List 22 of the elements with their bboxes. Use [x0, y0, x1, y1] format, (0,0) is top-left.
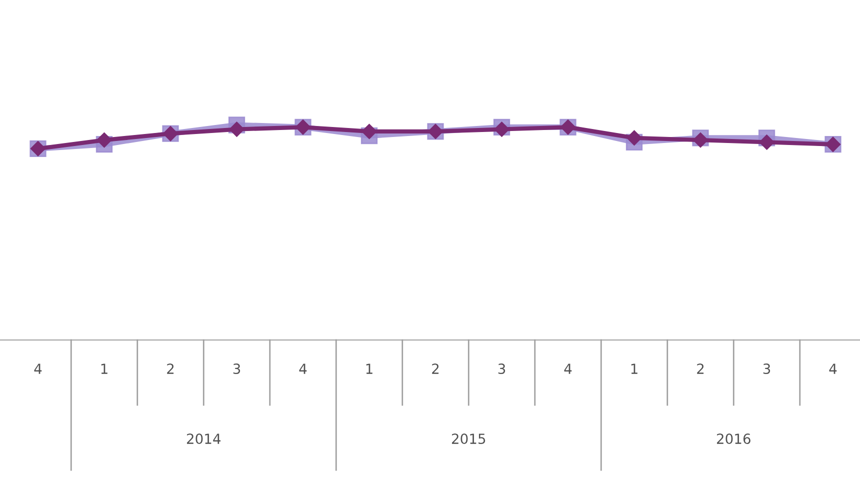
text: 2016	[716, 434, 750, 444]
point	[759, 134, 774, 150]
point	[229, 122, 244, 137]
x-tick-label: 3	[763, 364, 770, 374]
x-tick-label: 3	[498, 364, 506, 374]
x-tick-label: 1	[101, 364, 108, 374]
text: 2015	[452, 434, 486, 444]
x-tick-label: 4	[829, 364, 837, 374]
x-tick-label: 2	[697, 364, 704, 374]
x-tick-label: 1	[631, 364, 638, 374]
text: 2014	[186, 434, 221, 444]
x-tick-label: 4	[34, 364, 42, 374]
point	[494, 122, 510, 137]
point	[96, 132, 112, 148]
point	[626, 130, 642, 146]
x-tick-label: 4	[564, 364, 572, 374]
x-tick-label: 1	[366, 364, 372, 374]
x-tick-label: 2	[432, 364, 439, 374]
point	[362, 124, 377, 140]
x-tick-label: 4	[299, 364, 307, 374]
x-tick-label: 3	[233, 364, 240, 374]
x-tick-label: 2	[167, 364, 174, 374]
